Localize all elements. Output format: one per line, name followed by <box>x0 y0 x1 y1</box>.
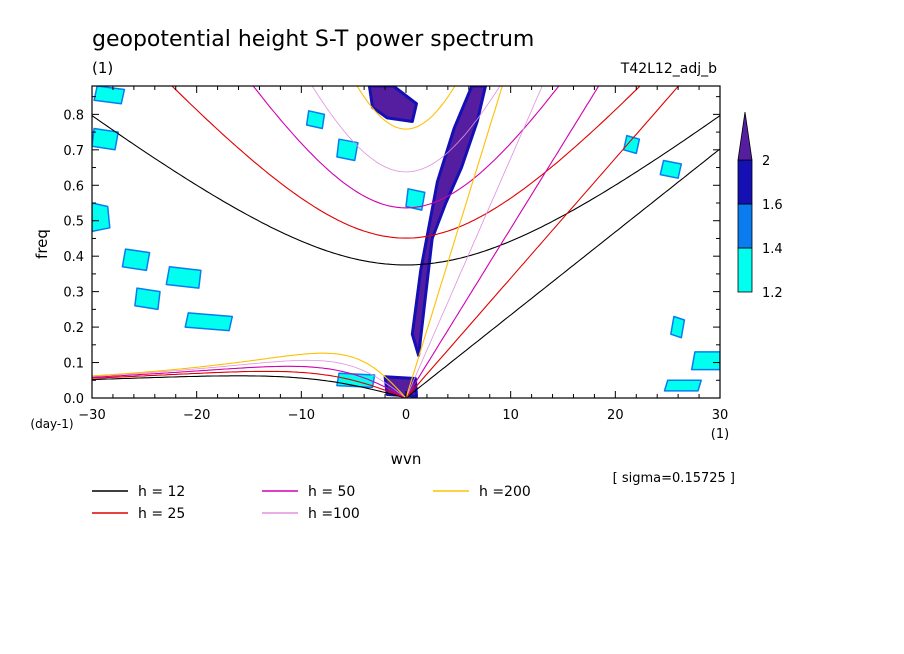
y-tick-label: 0.1 <box>63 357 84 372</box>
colorbar-segment <box>737 159 753 205</box>
x-tick-label: 30 <box>712 408 729 423</box>
x-tick-label: 0 <box>402 408 410 423</box>
curve-rossby-h12 <box>92 375 407 398</box>
colorbar: 1.2 1.4 1.6 2 <box>737 111 783 301</box>
colorbar-label: 1.4 <box>762 242 783 257</box>
colorbar-label: 2 <box>762 154 770 169</box>
spectrum-region-9 <box>92 127 119 151</box>
spectrum-region-1 <box>367 86 418 123</box>
x-axis: −30 −20 −10 0 10 20 30 <box>78 86 728 423</box>
y-tick-label: 0.0 <box>63 392 84 407</box>
spectrum-region-13 <box>659 159 683 179</box>
legend: h = 12 h = 25 h = 50 h =100 h =200 <box>92 484 531 522</box>
y-tick-label: 0.6 <box>63 179 84 194</box>
spectrum-region-0 <box>410 86 487 357</box>
spectrum-region-11 <box>336 138 359 162</box>
curve-kelvin-h25 <box>405 86 680 398</box>
chart-subtitle-left: (1) <box>92 59 113 77</box>
y-tick-label: 0.4 <box>63 250 84 265</box>
legend-label: h = 50 <box>308 484 355 500</box>
plot-frame <box>91 85 721 399</box>
x-tick-label: −20 <box>183 408 210 423</box>
curve-gravity-h25 <box>171 86 641 239</box>
y-axis-unit: (day-1) <box>30 417 73 431</box>
spectrum-region-7 <box>184 312 234 332</box>
curve-rossby-h100 <box>92 359 407 398</box>
x-tick-label: −10 <box>288 408 315 423</box>
spectrum-region-14 <box>690 351 720 371</box>
curve-kelvin-h50 <box>405 86 600 398</box>
spectrum-region-10 <box>305 110 326 130</box>
spectrum-region-4 <box>121 248 151 272</box>
x-tick-label: −30 <box>78 408 105 423</box>
spectrum-region-8 <box>93 86 126 105</box>
chart-title: geopotential height S-T power spectrum <box>92 27 534 52</box>
y-axis: 0.0 0.1 0.2 0.3 0.4 0.5 0.6 0.7 0.8 <box>63 96 720 407</box>
curve-gravity-h50 <box>252 86 560 209</box>
sigma-annotation: [ sigma=0.15725 ] <box>613 471 735 486</box>
y-tick-label: 0.2 <box>63 321 84 336</box>
x-tick-label: 20 <box>607 408 624 423</box>
chart-subtitle-right: T42L12_adj_b <box>620 61 717 77</box>
y-tick-label: 0.7 <box>63 144 84 159</box>
dispersion-curves <box>92 86 720 398</box>
x-tick-label: 10 <box>502 408 519 423</box>
curve-rossby-h50 <box>92 365 407 398</box>
curve-gravity-h12 <box>92 115 720 266</box>
x-axis-unit: (1) <box>711 427 729 442</box>
spectrum-region-16 <box>670 315 686 339</box>
legend-label: h = 12 <box>138 484 185 500</box>
curve-kelvin-h200 <box>405 86 503 398</box>
legend-label: h =100 <box>308 506 360 522</box>
y-tick-label: 0.3 <box>63 286 84 301</box>
power-spectrum-regions <box>92 86 720 398</box>
y-tick-label: 0.5 <box>63 215 84 230</box>
curve-rossby-h200 <box>92 352 407 398</box>
colorbar-extend-triangle <box>737 111 753 161</box>
spectrum-region-6 <box>134 287 161 311</box>
y-tick-label: 0.8 <box>63 108 84 123</box>
legend-label: h =200 <box>479 484 531 500</box>
y-axis-label: freq <box>33 229 51 259</box>
curve-gravity-h100 <box>311 86 501 173</box>
x-axis-label: wvn <box>391 450 422 468</box>
spectrum-region-17 <box>622 134 641 155</box>
curve-rossby-h25 <box>92 370 407 398</box>
spectrum-region-15 <box>663 379 702 392</box>
curve-gravity-h200 <box>356 86 456 130</box>
spectrum-region-3 <box>92 202 111 233</box>
colorbar-segment <box>737 203 753 249</box>
spectrum-region-12 <box>405 188 426 211</box>
colorbar-label: 1.6 <box>762 198 783 213</box>
spectrum-region-5 <box>165 266 202 289</box>
curve-kelvin-h12 <box>405 148 720 398</box>
colorbar-label: 1.2 <box>762 286 783 301</box>
legend-label: h = 25 <box>138 506 185 522</box>
colorbar-segment <box>737 247 753 293</box>
curve-kelvin-h100 <box>405 86 543 398</box>
